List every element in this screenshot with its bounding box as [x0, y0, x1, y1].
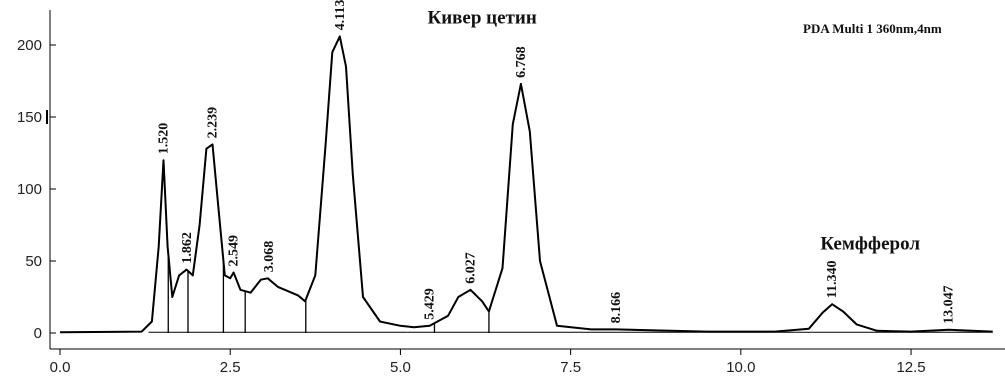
- y-tick-label: 0: [34, 325, 42, 342]
- peak-label: 6.768: [514, 46, 529, 78]
- y-tick-label: 150: [17, 109, 42, 126]
- peak-label: 1.862: [180, 232, 195, 264]
- peak-label: 5.429: [423, 288, 438, 320]
- chromatogram-trace: [59, 35, 993, 334]
- peak-label: 1.520: [156, 123, 171, 155]
- compound-annotation: Кемфферол: [820, 233, 920, 254]
- x-tick-label: 12.5: [896, 359, 925, 376]
- y-tick-label: 200: [17, 37, 42, 54]
- detector-header: PDA Multi 1 360nm,4nm: [803, 21, 942, 36]
- peak-label: 3.068: [262, 241, 277, 273]
- x-tick-label: 5.0: [390, 359, 411, 376]
- x-tick-label: 0.0: [50, 359, 71, 376]
- x-tick-label: 10.0: [726, 359, 755, 376]
- peak-label: 11.340: [825, 260, 840, 298]
- peak-label: 6.027: [463, 252, 478, 284]
- y-tick-label: 50: [25, 253, 42, 270]
- x-tick-label: 2.5: [220, 359, 241, 376]
- peak-label: 2.239: [205, 107, 220, 139]
- peak-label: 13.047: [941, 285, 956, 324]
- compound-annotation: Кивер цетин: [427, 7, 536, 28]
- y-tick-label: 100: [17, 181, 42, 198]
- peak-label: 8.166: [609, 292, 624, 324]
- x-tick-label: 7.5: [560, 359, 581, 376]
- peak-label: 2.549: [227, 235, 242, 267]
- peak-label: 4.113: [333, 0, 348, 30]
